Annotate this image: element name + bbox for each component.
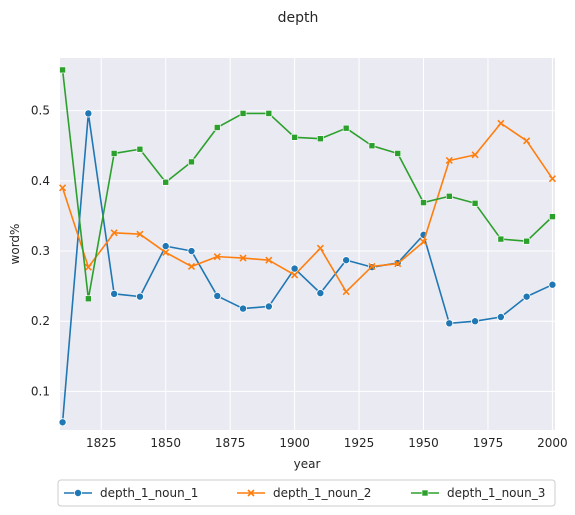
x-tick-label: 1925 bbox=[344, 436, 375, 450]
data-point bbox=[188, 158, 195, 166]
data-point bbox=[110, 150, 118, 157]
data-point bbox=[317, 135, 324, 143]
data-point bbox=[445, 319, 454, 328]
legend-entry: depth_1_noun_2 bbox=[237, 486, 371, 500]
x-tick-label: 1900 bbox=[279, 436, 310, 450]
data-point bbox=[239, 304, 248, 313]
data-point bbox=[239, 254, 247, 262]
legend-entry: depth_1_noun_3 bbox=[411, 486, 545, 500]
data-point bbox=[471, 151, 479, 159]
data-point bbox=[497, 119, 505, 127]
legend-marker bbox=[74, 488, 83, 497]
data-point bbox=[523, 237, 530, 245]
data-point bbox=[342, 256, 351, 265]
data-point bbox=[213, 291, 222, 300]
data-point bbox=[394, 260, 402, 268]
legend-entry: depth_1_noun_1 bbox=[64, 486, 198, 500]
x-tick-label: 1825 bbox=[86, 436, 117, 450]
series-depth_1_noun_2 bbox=[59, 119, 556, 296]
y-axis-ticks: 0.1 0.2 0.3 0.4 0.5 bbox=[31, 104, 50, 399]
data-point bbox=[445, 156, 453, 165]
legend-label: depth_1_noun_1 bbox=[100, 486, 198, 500]
data-point bbox=[162, 248, 170, 256]
x-tick-label: 1850 bbox=[150, 436, 181, 450]
data-point bbox=[84, 109, 93, 118]
data-point bbox=[548, 280, 557, 289]
legend: depth_1_noun_1 depth_1_noun_2 depth_1_noun… bbox=[57, 479, 556, 507]
data-point bbox=[187, 262, 196, 271]
data-point bbox=[471, 317, 480, 326]
y-tick-label: 0.5 bbox=[31, 104, 50, 118]
data-point bbox=[522, 292, 531, 301]
data-point bbox=[523, 137, 531, 145]
y-tick-label: 0.4 bbox=[31, 174, 50, 188]
y-axis-title: word% bbox=[8, 224, 22, 265]
data-point bbox=[342, 288, 350, 296]
data-point bbox=[290, 264, 299, 273]
data-point bbox=[420, 199, 427, 206]
data-point bbox=[58, 418, 67, 427]
data-point bbox=[368, 262, 376, 271]
series-line bbox=[61, 112, 553, 423]
x-tick-label: 1975 bbox=[473, 436, 504, 450]
data-point bbox=[135, 292, 144, 301]
legend-box bbox=[57, 479, 556, 507]
data-point bbox=[59, 66, 66, 74]
legend-marker bbox=[247, 489, 255, 497]
x-axis-title: year bbox=[294, 457, 321, 471]
data-point bbox=[162, 178, 170, 186]
y-tick-label: 0.2 bbox=[31, 314, 50, 328]
data-point bbox=[471, 199, 479, 207]
data-point bbox=[368, 142, 376, 150]
plot-background bbox=[60, 58, 555, 430]
data-point bbox=[187, 247, 196, 256]
data-point bbox=[264, 302, 273, 311]
data-point bbox=[394, 150, 402, 157]
y-tick-label: 0.3 bbox=[31, 244, 50, 258]
data-point bbox=[497, 235, 505, 243]
data-point bbox=[265, 256, 273, 264]
series-depth_1_noun_3 bbox=[59, 66, 556, 303]
data-point bbox=[59, 184, 67, 192]
series-line bbox=[61, 69, 553, 300]
data-point bbox=[291, 134, 298, 141]
data-point bbox=[419, 238, 428, 246]
y-tick-label: 0.1 bbox=[31, 384, 50, 398]
data-point bbox=[136, 145, 144, 153]
series-line bbox=[61, 122, 554, 293]
data-point bbox=[316, 244, 324, 252]
data-point bbox=[239, 110, 247, 117]
data-point bbox=[548, 175, 556, 183]
chart-title: depth bbox=[278, 10, 319, 26]
x-axis-ticks: 1825 1850 1875 1900 1925 1950 1975 2000 bbox=[86, 436, 568, 450]
data-point bbox=[110, 289, 119, 298]
data-point bbox=[136, 230, 144, 238]
legend-marker bbox=[421, 489, 429, 497]
data-point bbox=[445, 192, 453, 200]
data-point bbox=[496, 312, 505, 321]
data-point bbox=[265, 110, 273, 117]
data-point bbox=[213, 124, 221, 131]
data-point bbox=[110, 229, 118, 237]
data-point bbox=[85, 295, 92, 303]
data-point bbox=[291, 271, 299, 279]
data-point bbox=[316, 289, 325, 298]
legend-label: depth_1_noun_3 bbox=[447, 486, 545, 500]
data-point bbox=[213, 253, 221, 261]
x-tick-label: 2000 bbox=[537, 436, 568, 450]
x-tick-label: 1875 bbox=[215, 436, 246, 450]
x-tick-label: 1950 bbox=[408, 436, 439, 450]
legend-label: depth_1_noun_2 bbox=[273, 486, 371, 500]
data-point bbox=[342, 124, 350, 132]
data-point bbox=[161, 242, 170, 251]
data-point bbox=[84, 263, 92, 271]
series-layer bbox=[58, 66, 557, 427]
data-point bbox=[549, 213, 556, 220]
